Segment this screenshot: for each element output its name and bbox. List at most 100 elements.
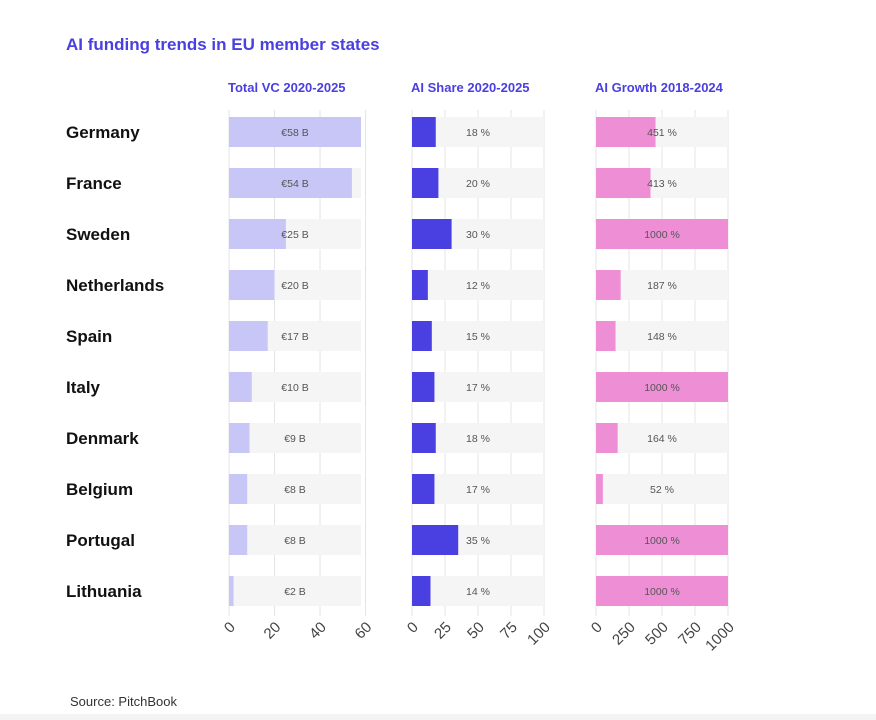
value-label-1-6: €9 B bbox=[284, 433, 306, 445]
panel-2: AI Share 2020-2025 18 % 20 % 30 % 12 % 15 % 17… bbox=[404, 80, 554, 649]
value-label-2-0: 18 % bbox=[466, 127, 490, 139]
track-2-4 bbox=[412, 321, 544, 351]
bar-3-lithuania bbox=[596, 576, 728, 606]
source-note: Source: PitchBook bbox=[70, 694, 177, 709]
country-labels: Germany France Sweden Netherlands Spain Italy… bbox=[66, 123, 164, 601]
track-1-8 bbox=[229, 525, 361, 555]
bar-2-italy bbox=[412, 372, 435, 402]
bottom-strip bbox=[0, 714, 876, 720]
bar-2-denmark bbox=[412, 423, 436, 453]
value-label-1-4: €17 B bbox=[281, 331, 308, 343]
track-3-7 bbox=[596, 474, 728, 504]
country-label-spain: Spain bbox=[66, 327, 112, 346]
value-label-1-8: €8 B bbox=[284, 535, 306, 547]
bar-3-denmark bbox=[596, 423, 618, 453]
bar-2-germany bbox=[412, 117, 436, 147]
bar-1-germany bbox=[229, 117, 361, 147]
value-label-2-6: 18 % bbox=[466, 433, 490, 445]
panel-1: Total VC 2020-2025 €58 B €54 B €25 B €20 B €1… bbox=[221, 80, 375, 643]
track-1-9 bbox=[229, 576, 361, 606]
bar-3-spain bbox=[596, 321, 616, 351]
tick-label-3-1: 250 bbox=[609, 619, 639, 649]
country-label-sweden: Sweden bbox=[66, 225, 130, 244]
bar-2-netherlands bbox=[412, 270, 428, 300]
bar-1-belgium bbox=[229, 474, 248, 504]
bar-3-sweden bbox=[596, 219, 728, 249]
panels-layer: Total VC 2020-2025 €58 B €54 B €25 B €20 B €1… bbox=[221, 80, 738, 654]
value-label-2-3: 12 % bbox=[466, 280, 490, 292]
bar-1-denmark bbox=[229, 423, 250, 453]
value-label-2-5: 17 % bbox=[466, 382, 490, 394]
value-label-1-1: €54 B bbox=[281, 178, 308, 190]
value-label-3-5: 1000 % bbox=[644, 382, 680, 394]
bar-1-portugal bbox=[229, 525, 248, 555]
tick-label-2-2: 50 bbox=[464, 619, 488, 643]
country-label-portugal: Portugal bbox=[66, 531, 135, 550]
value-label-1-0: €58 B bbox=[281, 127, 308, 139]
bar-3-germany bbox=[596, 117, 656, 147]
value-label-3-4: 148 % bbox=[647, 331, 677, 343]
bar-3-netherlands bbox=[596, 270, 621, 300]
tick-label-2-3: 75 bbox=[497, 619, 521, 643]
value-label-3-1: 413 % bbox=[647, 178, 677, 190]
country-label-denmark: Denmark bbox=[66, 429, 139, 448]
value-label-2-2: 30 % bbox=[466, 229, 490, 241]
country-label-france: France bbox=[66, 174, 122, 193]
value-label-3-0: 451 % bbox=[647, 127, 677, 139]
country-label-belgium: Belgium bbox=[66, 480, 133, 499]
bar-2-france bbox=[412, 168, 439, 198]
bar-2-portugal bbox=[412, 525, 459, 555]
tick-label-2-1: 25 bbox=[431, 619, 455, 643]
value-label-3-7: 52 % bbox=[650, 484, 674, 496]
track-2-9 bbox=[412, 576, 544, 606]
value-label-3-2: 1000 % bbox=[644, 229, 680, 241]
value-label-1-3: €20 B bbox=[281, 280, 308, 292]
value-label-1-5: €10 B bbox=[281, 382, 308, 394]
track-2-3 bbox=[412, 270, 544, 300]
track-1-6 bbox=[229, 423, 361, 453]
panel-title-2: AI Share 2020-2025 bbox=[411, 80, 530, 95]
track-3-4 bbox=[596, 321, 728, 351]
value-label-2-1: 20 % bbox=[466, 178, 490, 190]
country-label-germany: Germany bbox=[66, 123, 140, 142]
bar-1-spain bbox=[229, 321, 268, 351]
bar-2-lithuania bbox=[412, 576, 431, 606]
bar-2-spain bbox=[412, 321, 432, 351]
bar-1-france bbox=[229, 168, 352, 198]
bar-1-lithuania bbox=[229, 576, 234, 606]
value-label-1-2: €25 B bbox=[281, 229, 308, 241]
tick-label-1-3: 60 bbox=[352, 619, 376, 643]
value-label-2-8: 35 % bbox=[466, 535, 490, 547]
value-label-3-8: 1000 % bbox=[644, 535, 680, 547]
value-label-2-7: 17 % bbox=[466, 484, 490, 496]
bar-3-italy bbox=[596, 372, 728, 402]
bar-3-france bbox=[596, 168, 651, 198]
value-label-3-9: 1000 % bbox=[644, 586, 680, 598]
bar-1-netherlands bbox=[229, 270, 275, 300]
chart-title: AI funding trends in EU member states bbox=[66, 35, 380, 54]
tick-label-1-1: 20 bbox=[261, 619, 285, 643]
tick-label-3-3: 750 bbox=[675, 619, 705, 649]
panel-title-3: AI Growth 2018-2024 bbox=[595, 80, 724, 95]
value-label-1-9: €2 B bbox=[284, 586, 306, 598]
country-label-netherlands: Netherlands bbox=[66, 276, 164, 295]
tick-label-2-0: 0 bbox=[404, 619, 422, 637]
tick-label-3-2: 500 bbox=[642, 619, 672, 649]
tick-label-2-4: 100 bbox=[524, 619, 554, 649]
bar-1-italy bbox=[229, 372, 252, 402]
tick-label-3-4: 1000 bbox=[702, 619, 738, 655]
value-label-3-3: 187 % bbox=[647, 280, 677, 292]
tick-label-1-2: 40 bbox=[306, 619, 330, 643]
bar-2-belgium bbox=[412, 474, 435, 504]
tick-label-3-0: 0 bbox=[588, 619, 606, 637]
value-label-2-9: 14 % bbox=[466, 586, 490, 598]
value-label-3-6: 164 % bbox=[647, 433, 677, 445]
bar-1-sweden bbox=[229, 219, 286, 249]
value-label-1-7: €8 B bbox=[284, 484, 306, 496]
value-label-2-4: 15 % bbox=[466, 331, 490, 343]
bar-2-sweden bbox=[412, 219, 452, 249]
tick-label-1-0: 0 bbox=[221, 619, 239, 637]
bar-3-belgium bbox=[596, 474, 603, 504]
track-1-7 bbox=[229, 474, 361, 504]
